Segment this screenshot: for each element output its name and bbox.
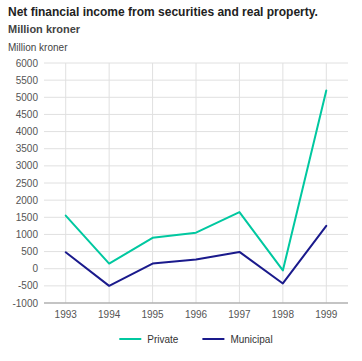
chart: Net financial income from securities and… — [0, 0, 362, 361]
x-tick-label: 1993 — [55, 309, 78, 320]
y-tick-label: 2000 — [16, 195, 39, 206]
y-tick-label: 3500 — [16, 143, 39, 154]
y-tick-label: 3000 — [16, 160, 39, 171]
y-tick-label: 5000 — [16, 92, 39, 103]
y-tick-label: 4000 — [16, 126, 39, 137]
legend-label: Private — [147, 334, 179, 345]
y-tick-label: 4500 — [16, 109, 39, 120]
legend-swatch — [202, 338, 224, 340]
legend-swatch — [119, 338, 141, 340]
x-tick-label: 1995 — [141, 309, 164, 320]
legend-label: Municipal — [230, 334, 272, 345]
y-tick-label: 6000 — [16, 58, 39, 69]
y-tick-label: -500 — [18, 280, 38, 291]
y-axis-label: Million kroner — [8, 42, 68, 53]
x-tick-label: 1999 — [315, 309, 338, 320]
legend: Private Municipal — [119, 334, 272, 345]
y-tick-label: 500 — [21, 246, 38, 257]
y-tick-label: 1500 — [16, 212, 39, 223]
x-tick-label: 1994 — [98, 309, 121, 320]
grid-line — [152, 63, 153, 303]
y-tick-label: 5500 — [16, 75, 39, 86]
grid-line — [44, 303, 348, 304]
series-line — [66, 90, 327, 270]
axes: -1000 -500 0 500 1000 1500 2000 2500 3000 3500 400… — [12, 58, 348, 321]
x-axis-line — [44, 303, 348, 304]
grid-line — [326, 63, 327, 303]
title-text: Net financial income from securities and… — [8, 5, 318, 19]
y-tick-label: -1000 — [12, 298, 38, 309]
grid-line — [65, 63, 66, 303]
y-tick-label: 0 — [32, 263, 38, 274]
plot-area — [66, 90, 327, 285]
legend-item: Private — [119, 334, 179, 345]
title-text: Million kroner — [8, 23, 81, 35]
x-tick-label: 1997 — [228, 309, 251, 320]
grid — [44, 63, 348, 303]
series-line — [66, 226, 327, 286]
x-tick-label: 1998 — [272, 309, 295, 320]
x-tick-label: 1996 — [185, 309, 208, 320]
legend-item: Municipal — [202, 334, 272, 345]
grid-line — [109, 63, 110, 303]
y-tick-label: 1000 — [16, 229, 39, 240]
grid-line — [239, 63, 240, 303]
grid-line — [196, 63, 197, 303]
y-tick-label: 2500 — [16, 178, 39, 189]
